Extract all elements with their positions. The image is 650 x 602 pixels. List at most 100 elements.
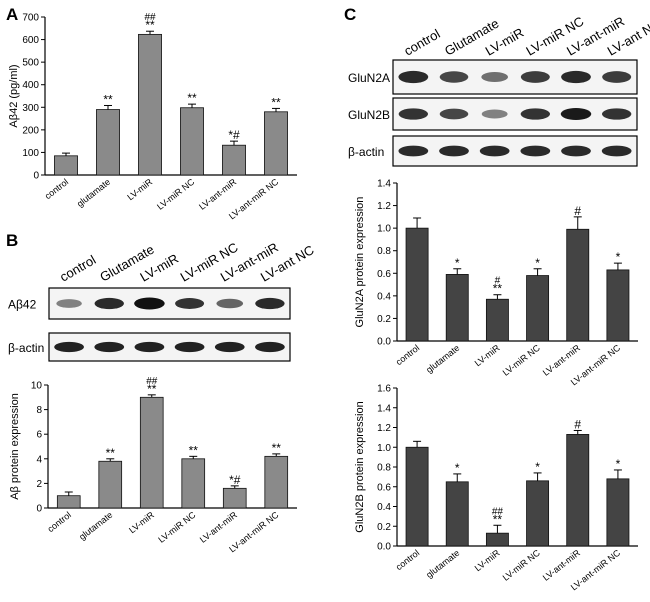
y-tick-label-c1: 0.8 [377, 246, 391, 257]
blot-row-label-c: GluN2B [348, 108, 390, 122]
bar-a-1 [96, 109, 120, 176]
blot-band-c [398, 108, 429, 120]
blot-band-c [520, 108, 551, 120]
y-tick-label-c1: 0.2 [377, 314, 391, 325]
y-axis-title-a: Aβ42 (pg/ml) [8, 64, 20, 127]
panel-label-a: A [6, 5, 18, 24]
significance-mark-c2-2: ** [493, 512, 503, 526]
blot-band-b [94, 297, 124, 310]
blot-band-b [175, 298, 205, 309]
blot-band-c [398, 145, 429, 157]
blot-band-c [481, 109, 508, 119]
y-axis-title-c2: GluN2B protein expression [354, 401, 366, 532]
significance-mark-b-4: *# [229, 473, 241, 487]
significance-mark-a-4: *# [228, 128, 240, 142]
blot-band-b [56, 299, 82, 308]
significance-mark-c1-5: * [616, 250, 621, 264]
x-tick-label-b: LV-ant-miR [198, 509, 239, 544]
x-tick-label-a: LV-ant-miR [197, 176, 238, 211]
y-tick-label-a: 200 [22, 125, 39, 136]
blot-strip-b [48, 287, 291, 320]
blot-band-c [561, 145, 591, 157]
x-tick-label-c1: glutamate [424, 343, 461, 375]
y-axis-title-b: Aβ protein expression [9, 393, 21, 500]
y-tick-label-c1: 0.0 [377, 337, 391, 348]
x-tick-label-c2: control [394, 548, 421, 573]
significance-mark-c1-2: ** [493, 282, 503, 296]
y-tick-label-b: 2 [36, 479, 42, 490]
blot-row-label-c: β-actin [348, 145, 384, 159]
significance-mark-b-3: ** [189, 443, 199, 457]
blot-band-c [398, 70, 429, 84]
x-tick-label-a: LV-miR [125, 176, 154, 202]
blot-band-c [520, 145, 551, 157]
y-tick-label-c2: 0.0 [377, 542, 391, 553]
significance-mark-a-2: ** [145, 18, 155, 32]
bar-c2-4 [566, 434, 590, 547]
bar-c1-5 [606, 269, 630, 342]
bar-b-5 [264, 455, 289, 509]
y-tick-label-b: 8 [36, 405, 42, 416]
y-tick-label-c1: 1.0 [377, 224, 391, 235]
significance-mark-c1-3: * [535, 256, 540, 270]
significance-mark-c1-2: # [495, 276, 501, 287]
significance-mark-a-1: ** [103, 92, 113, 106]
y-tick-label-a: 700 [22, 13, 39, 24]
y-tick-label-a: 300 [22, 103, 39, 114]
panel-label-b: B [6, 231, 18, 250]
bar-b-3 [181, 458, 206, 509]
x-tick-label-b: LV-miR [127, 509, 156, 535]
x-tick-label-a: LV-miR NC [155, 176, 196, 211]
y-tick-label-c2: 0.6 [377, 482, 391, 493]
bar-c2-3 [526, 480, 550, 547]
blot-strip-b [48, 332, 291, 362]
blot-band-b [214, 341, 245, 353]
x-tick-label-a: glutamate [75, 177, 112, 209]
significance-mark-b-1: ** [106, 446, 116, 460]
y-tick-label-c2: 0.2 [377, 522, 391, 533]
significance-mark-b-5: ** [272, 441, 282, 455]
x-tick-label-c2: LV-ant-miR [541, 547, 582, 582]
y-tick-label-c2: 0.8 [377, 463, 391, 474]
x-tick-label-b: glutamate [77, 510, 114, 542]
bar-b-2 [139, 396, 164, 509]
bar-c1-1 [445, 274, 469, 342]
blot-band-c [439, 71, 469, 83]
x-tick-label-c1: control [394, 343, 421, 368]
blot-band-c [479, 145, 510, 157]
y-tick-label-c2: 0.4 [377, 502, 391, 513]
significance-mark-c2-2: ## [492, 506, 504, 517]
bar-c2-5 [606, 478, 630, 547]
bar-c1-2 [485, 298, 509, 342]
y-tick-label-b: 10 [31, 381, 43, 392]
bar-c1-4 [566, 228, 590, 342]
x-tick-label-a: control [43, 177, 70, 202]
blot-lane-label-b: control [57, 252, 98, 285]
blot-row-label-b: β-actin [8, 341, 44, 355]
bar-a-4 [222, 144, 246, 176]
blot-band-c [602, 71, 632, 83]
x-tick-label-b: LV-miR NC [156, 509, 197, 544]
significance-mark-b-2: ** [147, 382, 157, 396]
x-tick-label-c2: LV-miR [473, 547, 502, 573]
y-tick-label-a: 400 [22, 80, 39, 91]
blot-band-c [481, 71, 508, 83]
blot-band-b [216, 298, 244, 309]
blot-band-b [134, 341, 165, 353]
bar-b-0 [56, 495, 81, 509]
bar-c2-1 [445, 481, 469, 547]
significance-mark-c1-1: * [455, 256, 460, 270]
blot-row-label-c: GluN2A [348, 71, 390, 85]
significance-mark-a-2: ## [144, 12, 156, 23]
blot-strip-c [392, 97, 638, 131]
bar-b-4 [222, 487, 247, 509]
blot-band-c [601, 108, 632, 120]
blot-band-c [601, 145, 632, 157]
y-tick-label-a: 500 [22, 58, 39, 69]
bar-a-5 [264, 111, 288, 176]
significance-mark-c2-3: * [535, 460, 540, 474]
y-tick-label-a: 600 [22, 35, 39, 46]
bar-a-0 [54, 155, 78, 176]
bar-b-1 [98, 460, 123, 509]
